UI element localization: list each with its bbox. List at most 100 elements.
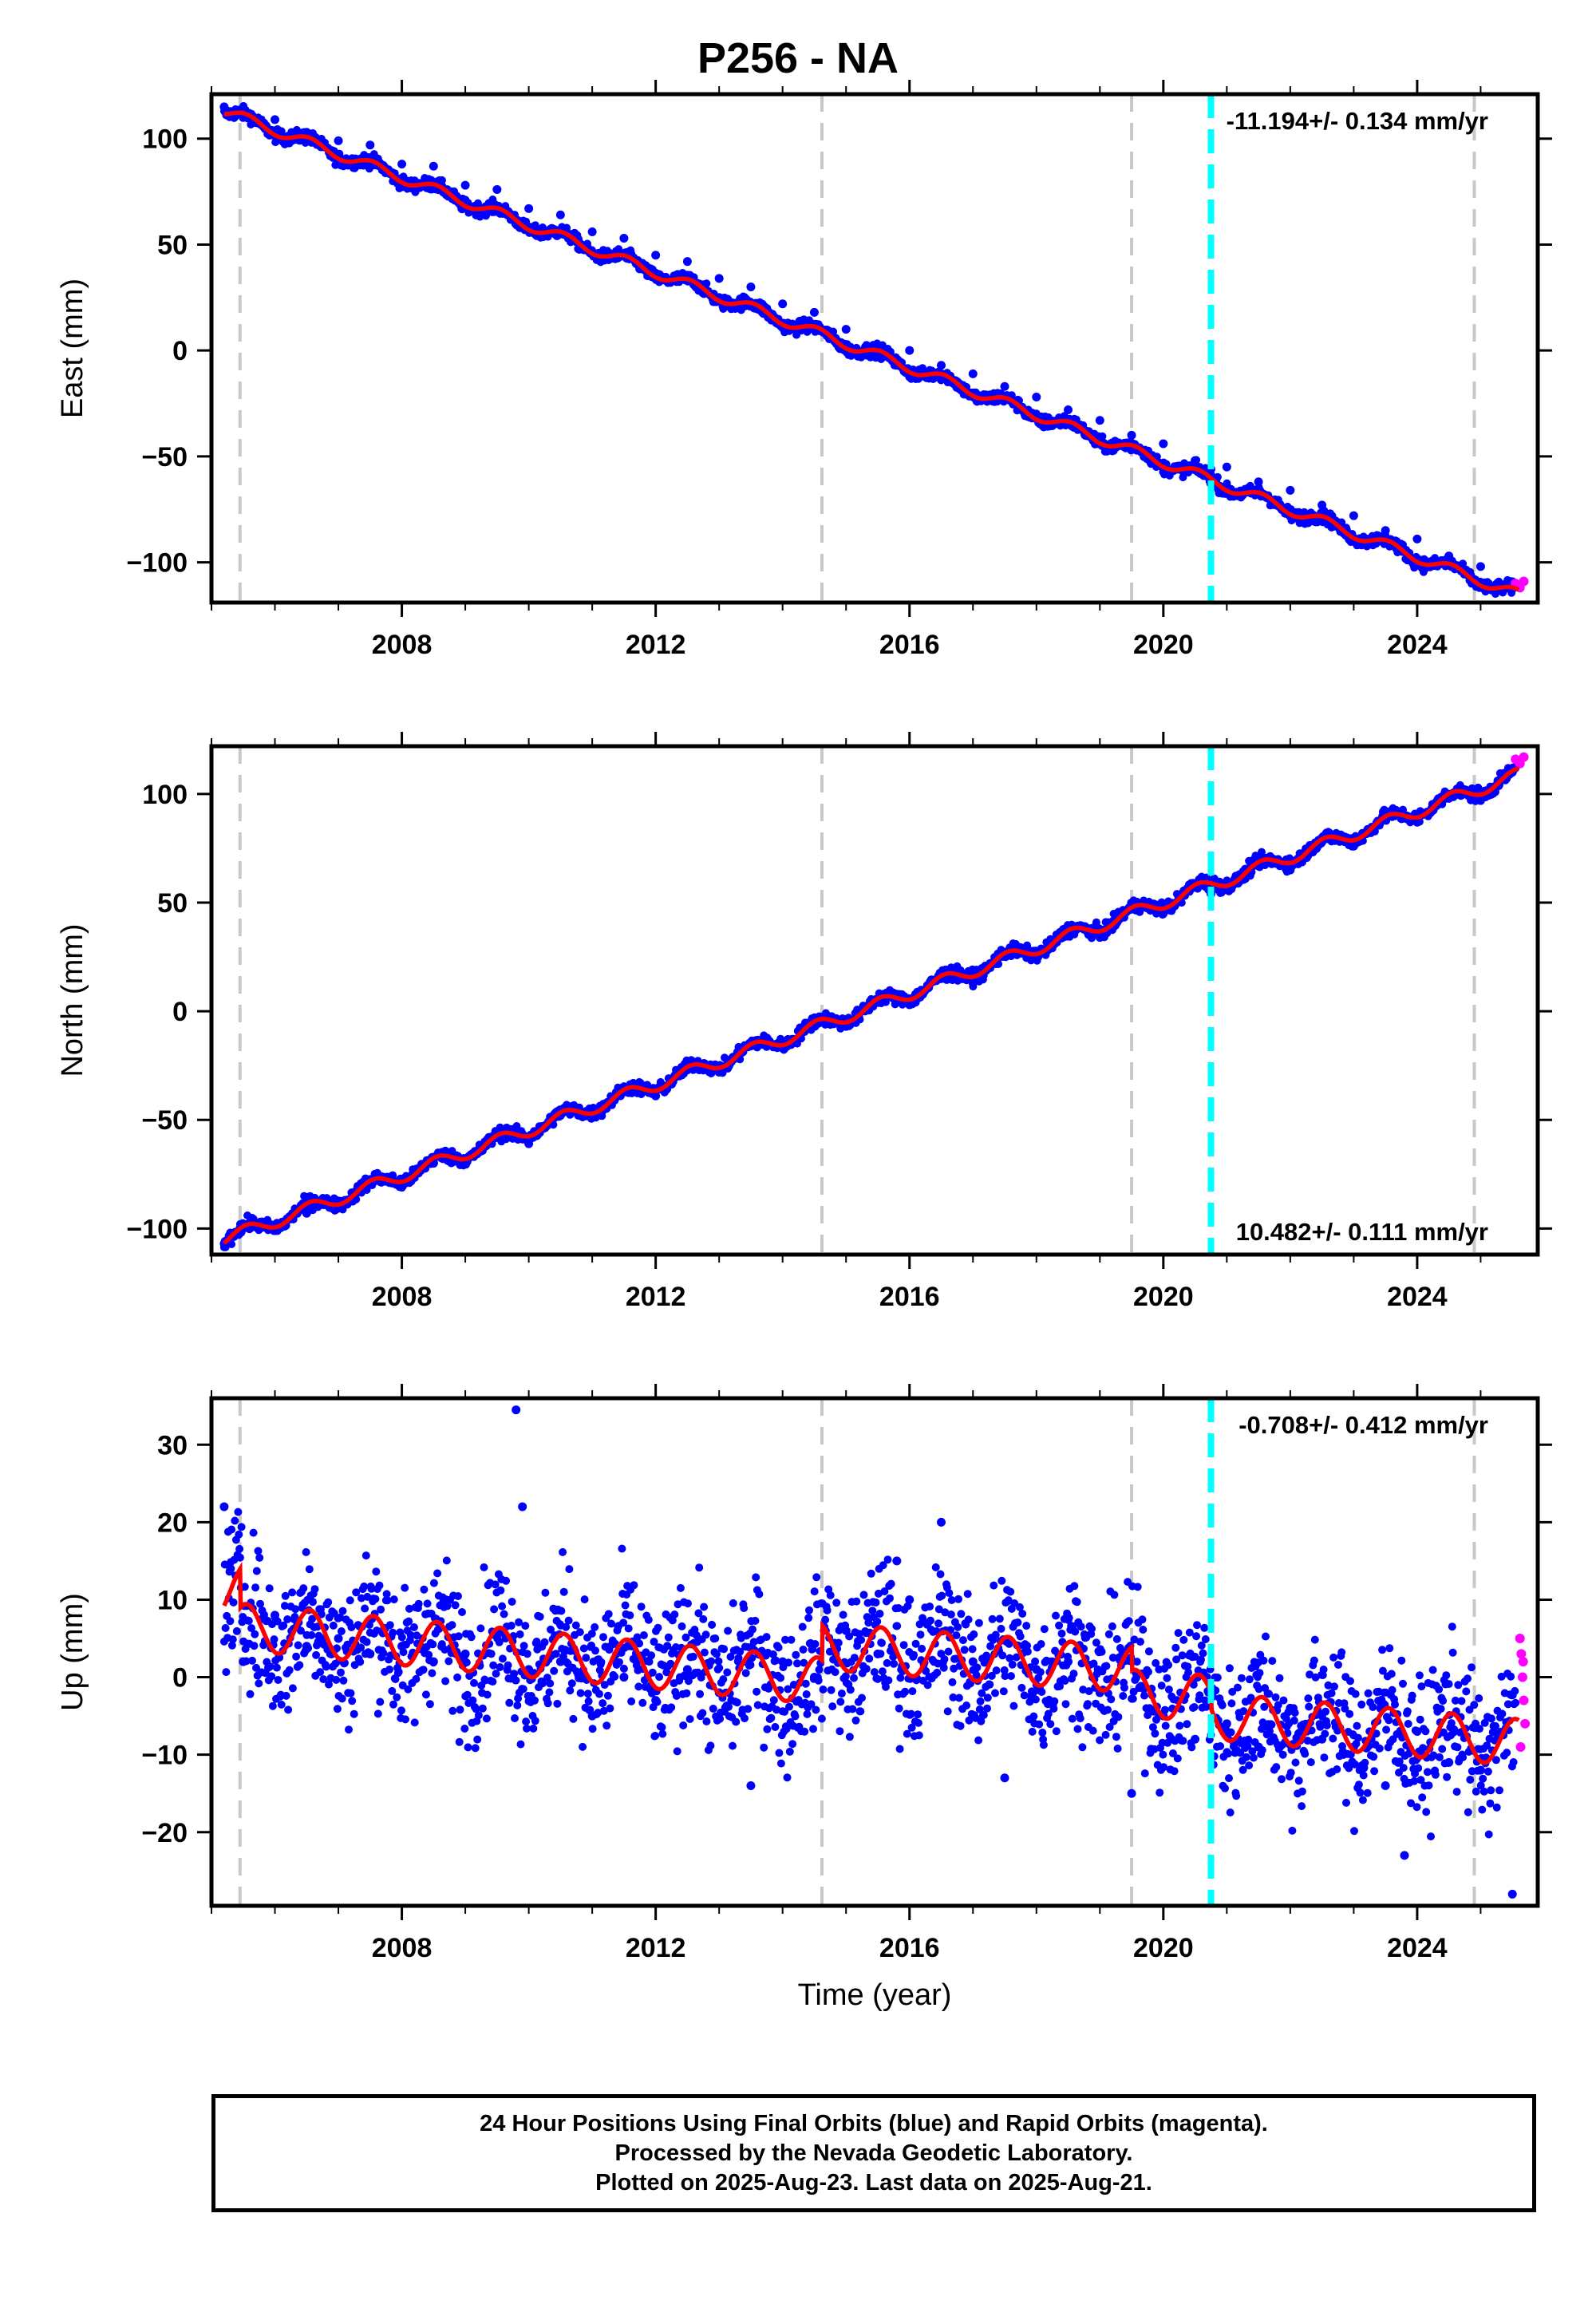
final-point bbox=[582, 1654, 591, 1662]
final-point bbox=[333, 1705, 342, 1713]
final-point bbox=[227, 1641, 236, 1650]
final-point bbox=[429, 161, 438, 171]
final-point bbox=[412, 1674, 421, 1683]
final-point bbox=[498, 1654, 507, 1663]
final-point bbox=[235, 1553, 244, 1562]
final-point bbox=[723, 1668, 732, 1677]
final-point bbox=[634, 1682, 643, 1691]
final-point bbox=[603, 1691, 612, 1700]
final-point bbox=[283, 1615, 292, 1623]
final-point bbox=[267, 1672, 276, 1681]
final-point bbox=[650, 1638, 658, 1646]
final-point bbox=[496, 1663, 504, 1671]
final-point bbox=[1191, 456, 1200, 465]
final-point bbox=[346, 1689, 355, 1697]
final-point bbox=[734, 1654, 743, 1662]
final-point bbox=[357, 1594, 365, 1603]
final-point bbox=[567, 1679, 576, 1688]
final-point bbox=[480, 1563, 488, 1571]
final-point bbox=[361, 1604, 369, 1613]
final-point bbox=[221, 1624, 230, 1632]
final-point bbox=[749, 1625, 757, 1634]
plot-frame bbox=[209, 92, 1540, 605]
final-point bbox=[476, 212, 484, 221]
final-point bbox=[571, 1621, 580, 1630]
final-point bbox=[1444, 551, 1454, 561]
final-point bbox=[696, 1690, 705, 1698]
final-point bbox=[968, 369, 978, 378]
y-axis-label: East (mm) bbox=[56, 279, 89, 418]
final-point bbox=[228, 1635, 237, 1644]
final-point bbox=[1000, 381, 1009, 391]
final-point bbox=[541, 1588, 550, 1597]
final-point bbox=[227, 1240, 236, 1248]
final-point bbox=[1349, 511, 1358, 520]
final-point bbox=[251, 1583, 260, 1592]
final-point bbox=[440, 1646, 449, 1654]
final-point bbox=[619, 233, 629, 243]
final-point bbox=[490, 1605, 499, 1614]
final-point bbox=[521, 1622, 530, 1630]
final-point bbox=[371, 1595, 380, 1603]
final-point bbox=[841, 325, 851, 334]
final-point bbox=[265, 1584, 274, 1593]
x-tick-label: 2016 bbox=[879, 630, 940, 660]
final-point bbox=[231, 1516, 239, 1525]
final-point bbox=[373, 1709, 382, 1718]
final-point bbox=[531, 1717, 539, 1725]
final-point bbox=[604, 1610, 613, 1618]
final-point bbox=[319, 1675, 328, 1684]
final-point bbox=[602, 1721, 611, 1730]
final-point bbox=[1032, 393, 1041, 402]
final-point bbox=[785, 1702, 793, 1711]
final-point bbox=[1476, 796, 1485, 805]
final-point bbox=[280, 1602, 289, 1611]
final-point bbox=[707, 1657, 716, 1666]
final-point bbox=[658, 1729, 667, 1738]
final-point bbox=[251, 1630, 259, 1638]
final-point bbox=[405, 1604, 413, 1613]
final-point bbox=[248, 1656, 256, 1665]
final-point bbox=[247, 1624, 256, 1633]
final-point bbox=[654, 1623, 662, 1632]
y-tick-label: 0 bbox=[172, 336, 188, 366]
final-point bbox=[587, 227, 597, 237]
final-point bbox=[235, 1530, 243, 1539]
x-tick-label: 2016 bbox=[879, 1282, 940, 1312]
final-point bbox=[698, 1709, 707, 1717]
final-point bbox=[482, 1714, 491, 1723]
y-tick-label: 50 bbox=[157, 888, 188, 919]
final-point bbox=[651, 1732, 660, 1740]
final-point bbox=[397, 1633, 406, 1642]
final-point bbox=[714, 274, 724, 283]
final-point bbox=[702, 1717, 711, 1725]
final-point bbox=[778, 299, 788, 309]
final-point bbox=[294, 1641, 302, 1650]
final-point bbox=[1098, 432, 1107, 441]
final-point bbox=[763, 1725, 772, 1733]
final-point bbox=[767, 1713, 776, 1722]
final-point bbox=[260, 1611, 268, 1619]
final-point bbox=[667, 1703, 676, 1712]
final-point bbox=[472, 1705, 480, 1713]
y-tick-label: 50 bbox=[157, 230, 188, 260]
final-point bbox=[532, 1638, 541, 1646]
final-point bbox=[591, 1646, 599, 1655]
final-point bbox=[720, 1645, 729, 1654]
final-point bbox=[700, 1603, 709, 1611]
final-point bbox=[270, 1635, 279, 1644]
final-point bbox=[599, 1706, 608, 1715]
final-point bbox=[772, 1705, 781, 1714]
final-point bbox=[337, 1627, 346, 1635]
final-point bbox=[357, 1643, 365, 1652]
final-point bbox=[619, 1664, 628, 1673]
final-point bbox=[284, 1705, 293, 1714]
rapid-point bbox=[1519, 576, 1529, 587]
final-point bbox=[227, 1525, 236, 1534]
final-point bbox=[769, 1696, 778, 1705]
final-point bbox=[363, 1592, 372, 1601]
final-point bbox=[700, 1648, 709, 1657]
final-point bbox=[389, 1700, 397, 1709]
final-point bbox=[252, 1663, 260, 1672]
final-point bbox=[682, 1689, 691, 1697]
